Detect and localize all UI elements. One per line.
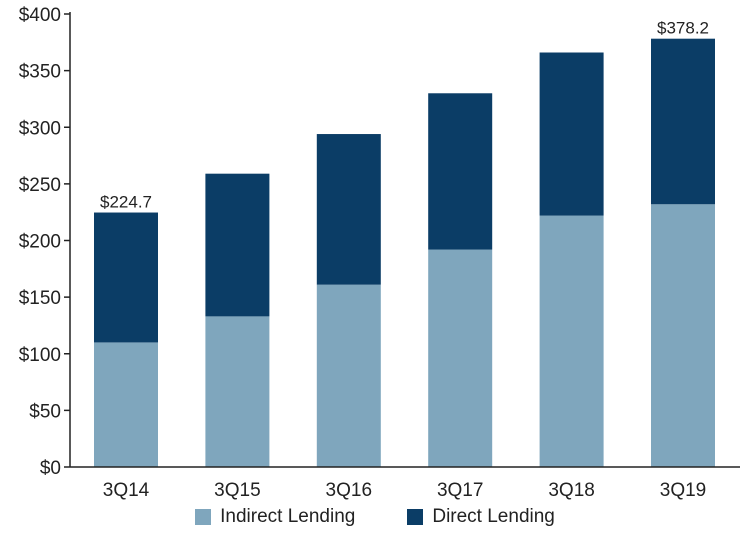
bar-indirect-3q14 [94,342,158,467]
x-tick-label: 3Q14 [103,480,150,501]
bar-indirect-3q19 [651,204,715,467]
bar-direct-3q19 [651,38,715,205]
y-tick-label: $350 [19,62,61,83]
y-tick-label: $150 [19,288,61,309]
total-label-3q14: $224.7 [100,193,152,212]
legend-item-indirect: Indirect Lending [195,506,355,528]
y-tick-label: $0 [40,458,61,479]
bar-direct-3q16 [316,134,381,285]
bar-direct-3q15 [205,173,270,317]
x-axis: 3Q14 3Q15 3Q16 3Q17 3Q18 3Q19 [70,466,740,501]
bar-indirect-3q16 [316,284,381,467]
x-tick-label: 3Q15 [214,480,260,501]
data-labels: $224.7 $378.2 [100,19,709,212]
bar-indirect-3q15 [205,316,270,467]
x-tick-label: 3Q19 [660,480,706,501]
legend-item-direct: Direct Lending [407,506,555,528]
legend: Indirect Lending Direct Lending [0,506,750,528]
x-tick-label: 3Q17 [437,480,483,501]
y-axis: $0 $50 $100 $150 $200 $250 $300 $350 $400 [19,5,71,479]
y-tick-label: $300 [19,118,61,139]
y-tick-label: $50 [29,401,61,422]
legend-label-direct: Direct Lending [432,506,555,527]
total-label-3q19: $378.2 [657,19,709,38]
legend-label-indirect: Indirect Lending [220,506,356,527]
y-tick-label: $100 [19,345,61,366]
y-tick-label: $200 [19,232,61,253]
x-tick-label: 3Q18 [548,480,594,501]
y-tick-label: $250 [19,175,61,196]
legend-swatch-indirect [195,509,212,525]
x-tick-label: 3Q16 [326,480,372,501]
bar-indirect-3q17 [428,249,493,467]
bars [94,38,715,467]
legend-swatch-direct [407,509,424,525]
bar-direct-3q17 [428,93,493,250]
bar-indirect-3q18 [539,215,604,467]
bar-direct-3q18 [539,52,604,216]
bar-direct-3q14 [94,212,158,343]
y-tick-label: $400 [19,5,61,26]
